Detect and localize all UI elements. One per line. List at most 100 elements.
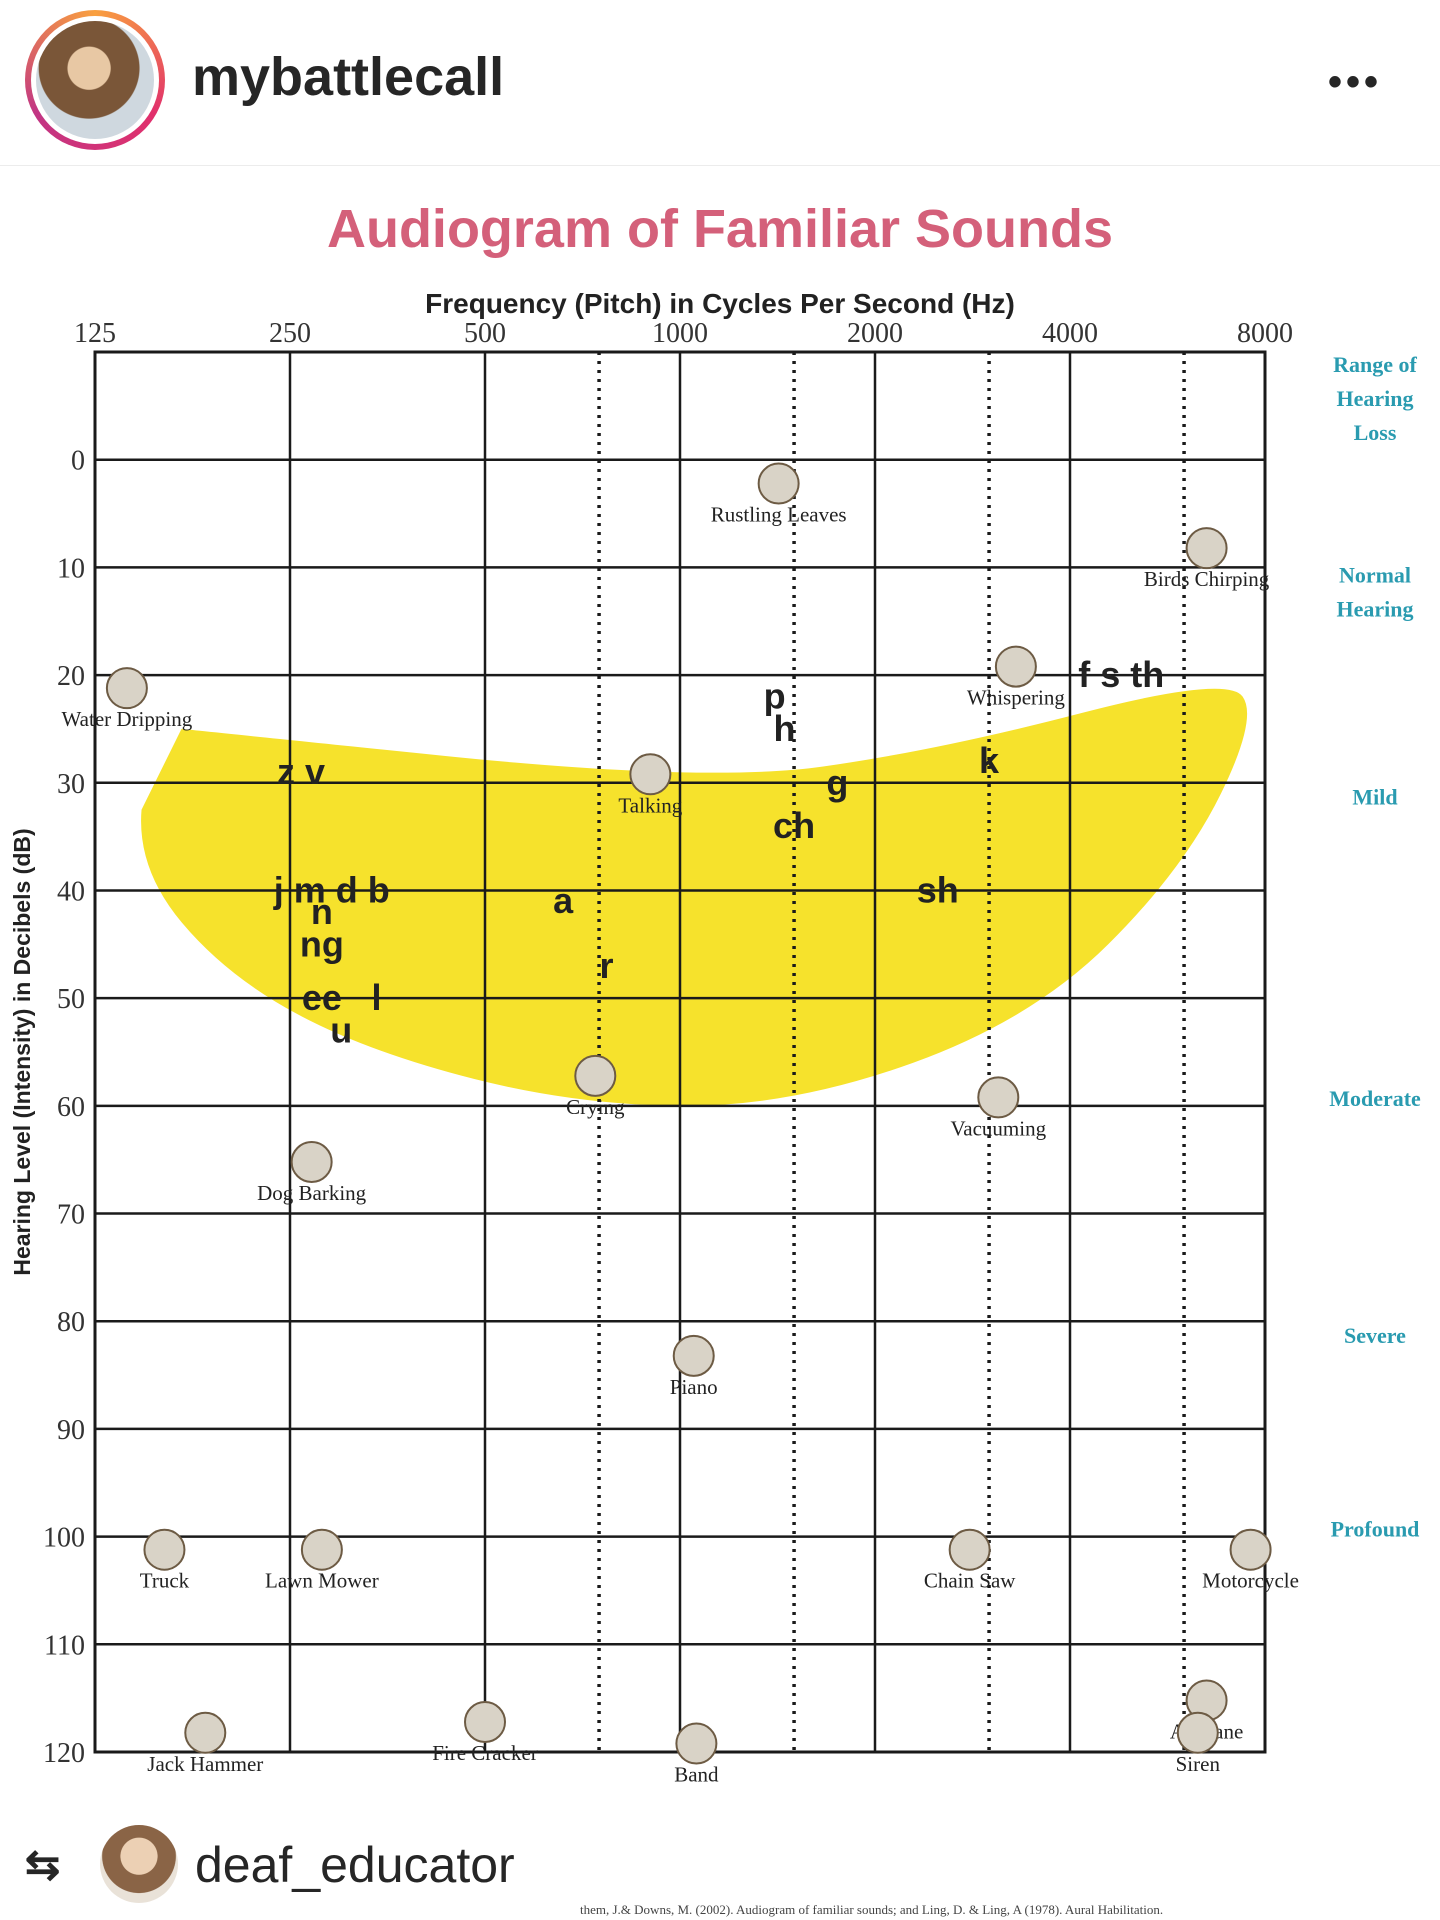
speech-sound-label: n (311, 891, 333, 932)
speech-banana (141, 688, 1248, 1106)
speech-sound-label: a (553, 880, 574, 921)
sound-label: Lawn Mower (265, 1569, 379, 1593)
speech-sound-label: f s th (1078, 654, 1164, 695)
y-tick-label: 20 (57, 661, 85, 692)
sound-label: Motorcycle (1202, 1569, 1299, 1593)
speech-sound-label: sh (917, 869, 959, 910)
profile-avatar[interactable] (25, 10, 165, 150)
repost-avatar[interactable] (100, 1825, 178, 1903)
speech-sound-label: ch (773, 805, 815, 846)
y-tick-label: 100 (43, 1523, 85, 1554)
sound-marker (1176, 1711, 1219, 1754)
sound-marker (994, 645, 1037, 688)
severity-label: Profound (1331, 1517, 1420, 1542)
sound-marker (464, 1701, 506, 1743)
speech-sound-label: r (599, 945, 613, 986)
speech-sound-label: h (774, 708, 796, 749)
sound-marker (105, 667, 148, 710)
sound-label: Chain Saw (924, 1569, 1016, 1593)
sound-label: Birds Chirping (1144, 567, 1270, 591)
sound-marker (629, 753, 672, 796)
severity-label-line: Loss (1354, 420, 1397, 445)
x-tick-label: 125 (74, 318, 116, 349)
sound-marker (977, 1076, 1020, 1119)
severity-label: Mild (1352, 784, 1397, 809)
y-tick-label: 90 (57, 1415, 85, 1446)
severity-label-line: Severe (1344, 1323, 1406, 1348)
y-tick-label: 110 (44, 1630, 85, 1661)
sound-label: Vacuuming (950, 1116, 1046, 1140)
y-tick-label: 50 (57, 984, 85, 1015)
y-tick-label: 80 (57, 1307, 85, 1338)
username[interactable]: mybattlecall (192, 47, 505, 107)
sound-label: Rustling Leaves (711, 503, 847, 527)
source-citation: them, J.& Downs, M. (2002). Audiogram of… (580, 1902, 1164, 1917)
x-tick-label: 4000 (1042, 318, 1098, 349)
speech-sound-label: j m d b (273, 869, 390, 910)
x-tick-label: 8000 (1237, 318, 1293, 349)
severity-label-line: Range of (1333, 352, 1417, 377)
speech-sound-label: z v (277, 751, 325, 792)
y-tick-label: 120 (43, 1738, 85, 1769)
x-tick-label: 250 (269, 318, 311, 349)
x-tick-label: 2000 (847, 318, 903, 349)
speech-sound-label: g (826, 762, 848, 803)
y-tick-label: 70 (57, 1200, 85, 1231)
sound-marker (184, 1711, 227, 1754)
more-horizontal-icon[interactable]: ••• (1328, 60, 1383, 104)
sound-marker (1185, 527, 1228, 570)
sound-label: Water Dripping (62, 707, 193, 731)
y-tick-label: 60 (57, 1092, 85, 1123)
post-header: mybattlecall ••• (0, 0, 1440, 166)
speech-sound-label: ng (300, 923, 344, 964)
repost-username[interactable]: deaf_educator (195, 1837, 515, 1893)
severity-label-line: Hearing (1337, 386, 1414, 411)
sound-label: Siren (1176, 1752, 1221, 1776)
x-axis-title: Frequency (Pitch) in Cycles Per Second (… (425, 288, 1015, 319)
sound-label: Band (674, 1763, 719, 1787)
speech-sound-label: l (371, 977, 381, 1018)
sound-marker (300, 1528, 343, 1571)
y-tick-label: 40 (57, 876, 85, 907)
avatar-frame (31, 16, 159, 144)
sound-label: Talking (618, 793, 682, 817)
speech-sound-label: p (764, 676, 786, 717)
severity-label-line: Profound (1331, 1517, 1420, 1542)
sound-marker (948, 1528, 991, 1571)
sound-marker (675, 1722, 718, 1765)
sound-label: Piano (670, 1375, 718, 1399)
y-axis-title: Hearing Level (Intensity) in Decibels (d… (9, 828, 35, 1275)
chart-title: Audiogram of Familiar Sounds (326, 199, 1114, 259)
x-tick-label: 1000 (652, 318, 708, 349)
severity-label-line: Hearing (1337, 597, 1414, 622)
sound-marker (143, 1528, 186, 1571)
sound-label: Jack Hammer (147, 1752, 263, 1776)
sound-marker (574, 1054, 617, 1097)
sound-marker (1229, 1528, 1272, 1571)
severity-label-line: Normal (1339, 563, 1411, 588)
severity-label: Moderate (1329, 1086, 1421, 1111)
severity-label-line: Moderate (1329, 1086, 1421, 1111)
avatar-photo (36, 21, 154, 139)
speech-sound-label: ee (302, 977, 342, 1018)
repost-attribution: ⇆ deaf_educator (25, 1820, 925, 1910)
sound-label: Dog Barking (257, 1181, 367, 1205)
sound-label: Whispering (967, 686, 1065, 710)
sound-label: Fire Cracker (432, 1741, 538, 1765)
sound-marker (290, 1141, 333, 1183)
severity-label-line: Mild (1352, 784, 1397, 809)
speech-sound-label: u (330, 1009, 352, 1050)
speech-sound-label: k (979, 740, 1000, 781)
sound-label: Truck (140, 1569, 190, 1593)
severity-label: Normal Hearing (1337, 563, 1414, 622)
y-tick-label: 0 (71, 446, 85, 477)
sound-marker (672, 1334, 715, 1377)
y-tick-label: 30 (57, 769, 85, 800)
y-tick-label: 10 (57, 553, 85, 584)
severity-label: Severe (1344, 1323, 1406, 1348)
sound-marker (757, 462, 800, 505)
severity-label: Range of Hearing Loss (1333, 352, 1417, 445)
sound-label: Crying (566, 1095, 625, 1119)
x-tick-label: 500 (464, 318, 506, 349)
